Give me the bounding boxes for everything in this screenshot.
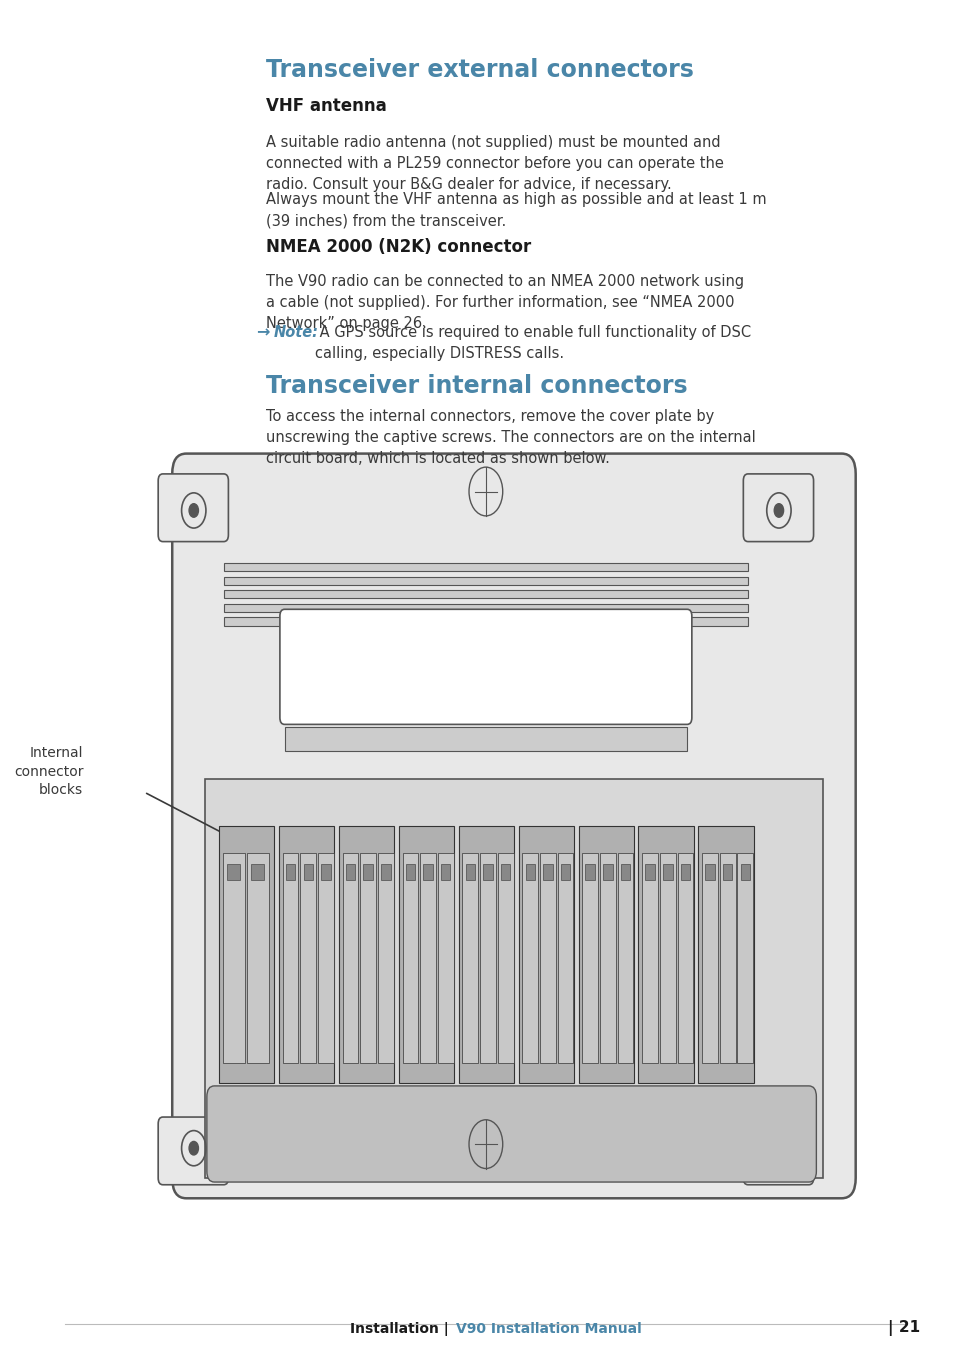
Bar xyxy=(224,577,747,585)
Text: Installation |: Installation | xyxy=(350,1323,454,1336)
Bar xyxy=(680,864,689,880)
Bar xyxy=(317,853,334,1063)
Bar xyxy=(659,853,675,1063)
Bar xyxy=(321,864,331,880)
Text: Always mount the VHF antenna as high as possible and at least 1 m
(39 inches) fr: Always mount the VHF antenna as high as … xyxy=(266,192,765,229)
Bar xyxy=(284,727,686,751)
Bar xyxy=(645,864,654,880)
Bar xyxy=(405,864,415,880)
Bar xyxy=(662,864,672,880)
Bar xyxy=(247,853,269,1063)
Bar xyxy=(458,826,514,1083)
Bar xyxy=(205,779,822,1178)
Bar xyxy=(227,864,240,880)
Bar xyxy=(720,853,735,1063)
FancyBboxPatch shape xyxy=(742,1117,813,1185)
Bar xyxy=(278,826,334,1083)
Text: The V90 radio can be connected to an NMEA 2000 network using
a cable (not suppli: The V90 radio can be connected to an NME… xyxy=(266,274,743,330)
Circle shape xyxy=(189,504,198,517)
Bar xyxy=(560,864,570,880)
Bar xyxy=(620,864,630,880)
Bar xyxy=(300,853,315,1063)
Bar xyxy=(542,864,552,880)
Circle shape xyxy=(189,1141,198,1155)
Bar xyxy=(638,826,693,1083)
Bar xyxy=(440,864,450,880)
Bar xyxy=(380,864,390,880)
Bar xyxy=(525,864,535,880)
Bar xyxy=(500,864,510,880)
Bar xyxy=(360,853,375,1063)
FancyBboxPatch shape xyxy=(279,609,691,724)
Bar xyxy=(518,826,574,1083)
Bar xyxy=(677,853,693,1063)
Bar xyxy=(402,853,417,1063)
Bar xyxy=(740,864,749,880)
Text: A GPS source is required to enable full functionality of DSC
calling, especially: A GPS source is required to enable full … xyxy=(315,325,751,362)
Text: Transceiver external connectors: Transceiver external connectors xyxy=(266,58,693,83)
Bar xyxy=(602,864,612,880)
Bar xyxy=(641,853,658,1063)
Bar xyxy=(578,826,633,1083)
Bar xyxy=(398,826,454,1083)
Bar xyxy=(224,604,747,612)
Bar xyxy=(462,853,477,1063)
Bar xyxy=(423,864,433,880)
Bar xyxy=(342,853,358,1063)
Bar xyxy=(437,853,454,1063)
Bar xyxy=(345,864,355,880)
Bar xyxy=(465,864,475,880)
Bar xyxy=(522,853,537,1063)
Text: →: → xyxy=(256,325,270,340)
Text: To access the internal connectors, remove the cover plate by
unscrewing the capt: To access the internal connectors, remov… xyxy=(266,409,755,466)
FancyBboxPatch shape xyxy=(172,454,855,1198)
FancyBboxPatch shape xyxy=(158,1117,228,1185)
Text: A suitable radio antenna (not supplied) must be mounted and
connected with a PL2: A suitable radio antenna (not supplied) … xyxy=(266,135,723,192)
Bar xyxy=(224,617,747,626)
Bar xyxy=(558,853,573,1063)
FancyBboxPatch shape xyxy=(158,474,228,542)
Bar xyxy=(419,853,436,1063)
Text: Transceiver internal connectors: Transceiver internal connectors xyxy=(266,374,687,398)
Bar xyxy=(282,853,298,1063)
FancyBboxPatch shape xyxy=(742,474,813,542)
Circle shape xyxy=(774,1141,782,1155)
Bar xyxy=(286,864,295,880)
Bar xyxy=(377,853,394,1063)
Bar xyxy=(539,853,556,1063)
Bar xyxy=(363,864,373,880)
Bar xyxy=(617,853,633,1063)
Bar xyxy=(497,853,513,1063)
Bar xyxy=(704,864,714,880)
Text: VHF antenna: VHF antenna xyxy=(266,97,386,115)
Bar xyxy=(737,853,753,1063)
Bar xyxy=(251,864,264,880)
Text: Note:: Note: xyxy=(274,325,318,340)
Bar xyxy=(224,590,747,598)
Bar xyxy=(722,864,732,880)
Bar xyxy=(338,826,394,1083)
Bar xyxy=(303,864,313,880)
Text: | 21: | 21 xyxy=(887,1320,920,1336)
Bar xyxy=(219,826,274,1083)
Bar xyxy=(224,563,747,571)
Bar xyxy=(223,853,245,1063)
Text: Internal
connector
blocks: Internal connector blocks xyxy=(13,746,83,798)
Bar xyxy=(585,864,595,880)
Text: NMEA 2000 (N2K) connector: NMEA 2000 (N2K) connector xyxy=(266,238,531,256)
Bar xyxy=(698,826,753,1083)
Circle shape xyxy=(774,504,782,517)
Bar xyxy=(479,853,496,1063)
Bar xyxy=(701,853,718,1063)
FancyBboxPatch shape xyxy=(207,1086,816,1182)
Bar xyxy=(581,853,598,1063)
Text: V90 Installation Manual: V90 Installation Manual xyxy=(456,1323,641,1336)
Bar xyxy=(483,864,493,880)
Bar xyxy=(599,853,615,1063)
